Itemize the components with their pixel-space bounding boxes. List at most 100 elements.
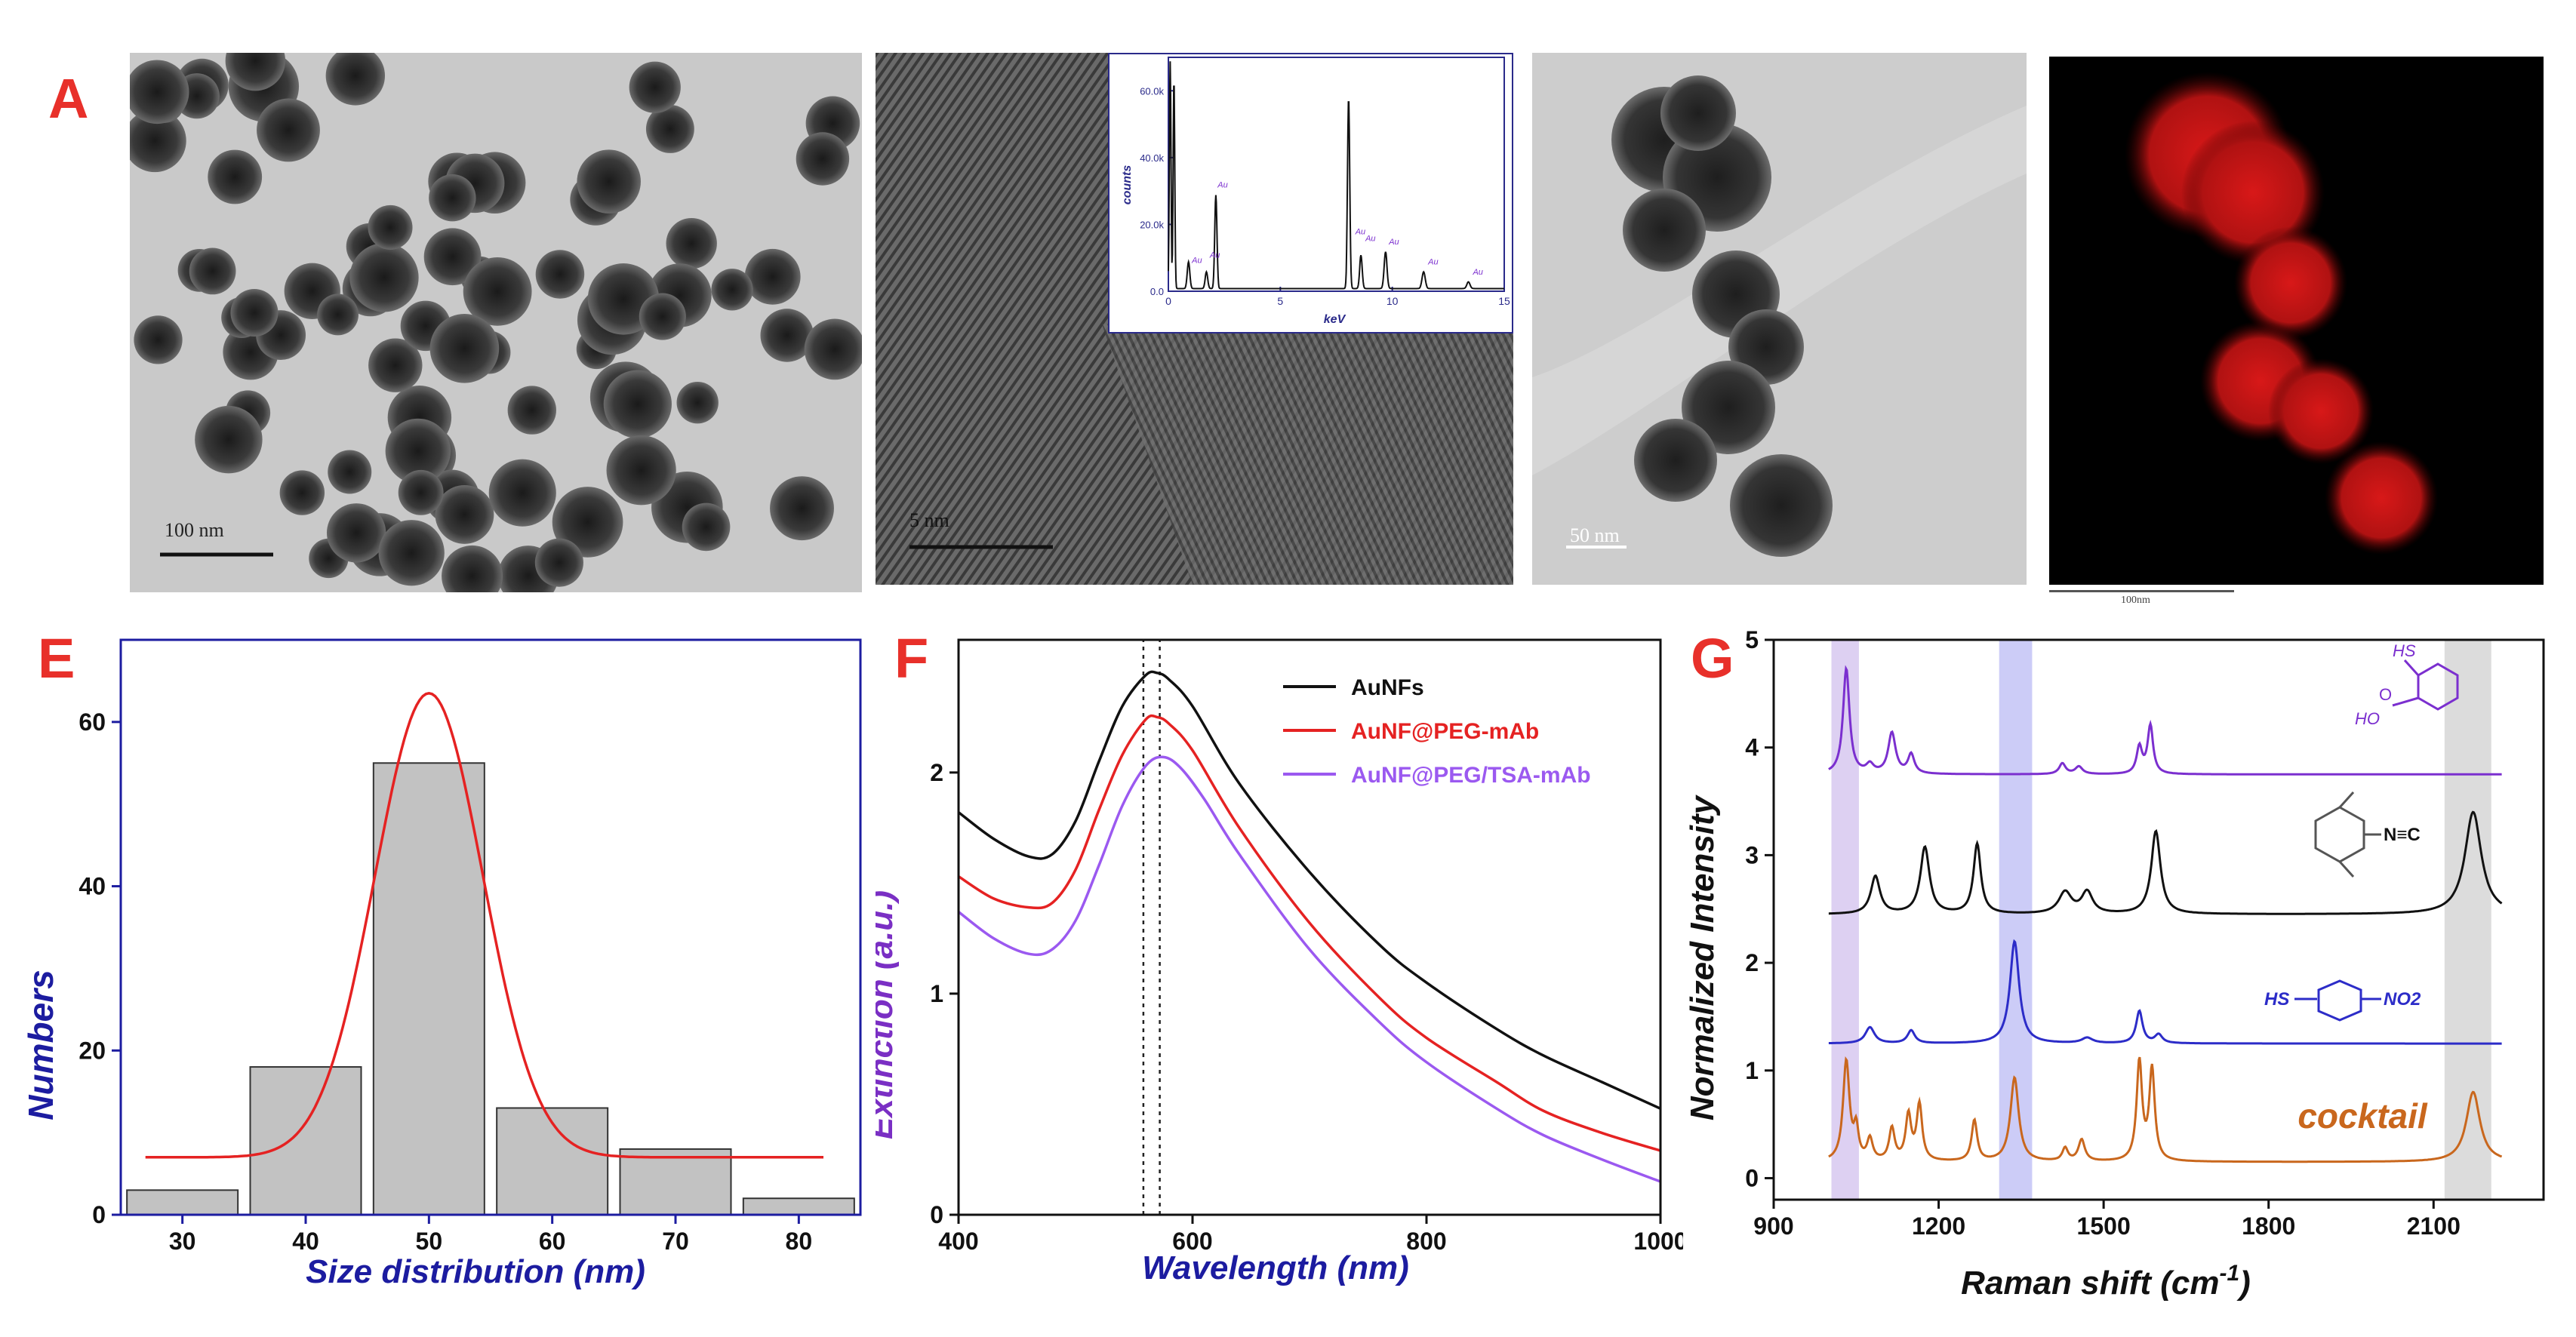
x-tick-label: 70: [662, 1228, 689, 1255]
edx-peak-label: Au: [1427, 258, 1438, 267]
nanoflower-particle: [676, 381, 719, 424]
x-tick-label: 1200: [1912, 1213, 1965, 1240]
x-tick-label: 400: [938, 1228, 978, 1255]
x-tick-label: 60: [539, 1228, 566, 1255]
nanoflower-particle: [429, 314, 500, 383]
x-tick-label: 1000: [1633, 1228, 1683, 1255]
x-tick-label: 30: [169, 1228, 196, 1255]
highlight-band: [1999, 640, 2033, 1200]
y-tick-label: 2: [1745, 949, 1759, 976]
plot-frame: [119, 638, 862, 1216]
nanoflower-particle: [770, 476, 834, 541]
nanoflower-particle: [804, 318, 862, 380]
nanoflower-particle: [225, 53, 286, 91]
nanoflower-particle: [130, 60, 189, 124]
scale-label-c: 50 nm: [1570, 524, 1620, 546]
no2-group-label: NO2: [2384, 989, 2421, 1010]
nanoflower-particle: [711, 269, 753, 311]
y-tick-label: 5: [1745, 626, 1759, 653]
nanoflower-particle: [534, 538, 583, 587]
chart-g-xlabel: Raman shift (cm-1): [1961, 1261, 2251, 1302]
x-tick-label: 2100: [2407, 1213, 2461, 1240]
edx-xtick-label: 10: [1386, 295, 1399, 307]
nanoflower-particle: [326, 503, 386, 563]
nanoflower-particle: [463, 257, 532, 326]
series-line: [958, 714, 1661, 1152]
acid-ho-label: HO: [2355, 709, 2380, 728]
histogram-bar: [126, 1189, 239, 1216]
nanoflower-particle: [507, 386, 556, 435]
scale-label-d: 100nm: [2121, 595, 2150, 606]
histogram-bar: [249, 1066, 362, 1216]
edx-inset: 0.0 20.0k 40.0k 60.0k 0 5 10 15 counts keV Au Au…: [1108, 53, 1513, 333]
nanoflower-particle: [328, 450, 372, 494]
edx-ytick-label: 40.0k: [1140, 152, 1164, 164]
nanoflower-particle: [279, 470, 325, 515]
edx-ytick-label: 60.0k: [1140, 85, 1164, 97]
raman-spectrum-line: [1828, 1056, 2503, 1163]
nanoflower-particle: [429, 174, 476, 222]
nanoflower-particle: [760, 309, 814, 362]
raman-spectrum-line: [1828, 810, 2503, 915]
nanoflower-particle: [645, 105, 694, 153]
y-tick-label: 4: [1745, 734, 1759, 761]
panel-letter-a: A: [48, 67, 89, 130]
y-tick-label: 0: [1745, 1164, 1759, 1191]
y-tick-label: 0: [930, 1201, 943, 1228]
scale-label-a: 100 nm: [165, 519, 224, 541]
structure-nitrothiophenol: HS NO2: [2264, 979, 2421, 1022]
edx-xtick-label: 0: [1165, 295, 1171, 307]
edx-ytick-label: 0.0: [1150, 286, 1164, 297]
nanoflower-particle: [666, 217, 717, 269]
nanoflower-particle: [325, 53, 386, 106]
chart-f: Extinction (a.u.) Wavelength (nm) 400 600…: [876, 638, 1683, 1286]
edx-peak-label: Au: [1209, 251, 1220, 260]
y-tick-label: 60: [78, 708, 106, 736]
highlight-band: [1831, 640, 1859, 1200]
edx-peak-label: Au: [1217, 181, 1227, 190]
y-tick-label: 20: [78, 1037, 106, 1064]
y-tick-label: 40: [78, 873, 106, 900]
edx-map-graphic: [2049, 57, 2544, 585]
nanoflower-particle: [796, 132, 850, 186]
nanoflower-particle: [317, 294, 359, 336]
series-line: [957, 670, 1661, 1110]
structure-thiosalicylic-acid: HS O HO: [2355, 641, 2459, 728]
edx-xlabel: keV: [1324, 313, 1346, 326]
nanoflower-particle: [577, 149, 641, 214]
panel-letter-g: G: [1691, 627, 1734, 690]
edx-peak-label: Au: [1472, 268, 1482, 277]
nanoflower-particle: [385, 418, 451, 484]
scale-label-b: 5 nm: [909, 509, 949, 531]
y-tick-label: 1: [930, 980, 943, 1007]
edx-ytick-label: 20.0k: [1140, 219, 1164, 230]
y-tick-label: 3: [1745, 841, 1759, 868]
edx-xtick-label: 5: [1277, 295, 1283, 307]
nanoflower-particle: [134, 315, 183, 364]
x-tick-label: 1500: [2077, 1213, 2131, 1240]
tem-image-a: [130, 53, 862, 592]
nanoflower-particle: [435, 484, 494, 544]
y-tick-label: 1: [1745, 1057, 1759, 1084]
edx-xtick-label: 15: [1498, 295, 1510, 307]
scale-bar-d: [2049, 590, 2234, 592]
x-tick-label: 800: [1406, 1228, 1446, 1255]
nanoflower-particle: [552, 487, 623, 558]
x-tick-label: 80: [786, 1228, 813, 1255]
raman-spectrum-line: [1828, 665, 2502, 776]
chart-f-xlabel: Wavelength (nm): [1142, 1249, 1409, 1286]
x-tick-label: 50: [416, 1228, 443, 1255]
nanoflower-particle: [257, 98, 320, 162]
nanoflower-particle: [423, 228, 482, 286]
edx-peak-label: Au: [1365, 235, 1375, 244]
histogram-bar: [742, 1197, 855, 1216]
nanoflower-particle: [629, 61, 681, 113]
isocyanide-label: N≡C: [2384, 825, 2421, 845]
edx-peak-label: Au: [1355, 228, 1365, 237]
legend-label: AuNF@PEG/TSA-mAb: [1351, 763, 1591, 788]
nanoflower-particle: [535, 250, 585, 299]
panel-letter-e: E: [38, 627, 75, 690]
edx-peak-label: Au: [1191, 256, 1202, 265]
legend-label: AuNFs: [1351, 675, 1424, 700]
nanoflower-particle: [195, 405, 263, 474]
